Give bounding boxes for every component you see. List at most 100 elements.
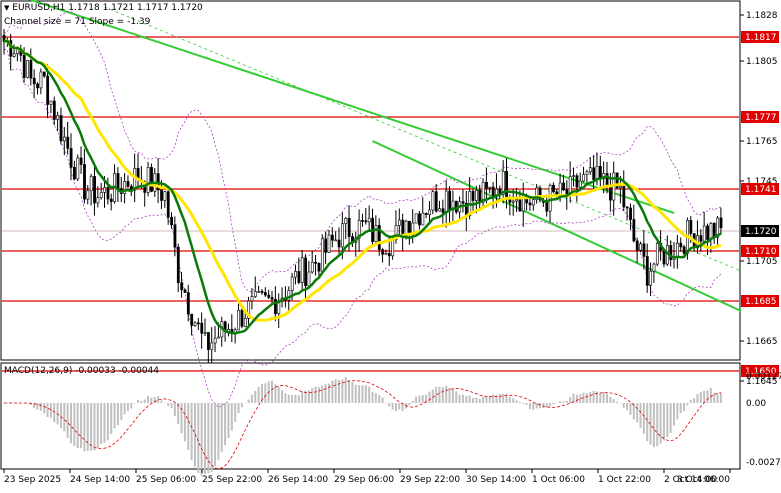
macd-bar [351,381,354,403]
candle-body [364,220,368,223]
candle [59,107,63,145]
candle [424,212,428,219]
candle-body [176,246,180,283]
level-price-label: 1.1650 [745,367,777,377]
macd-bar [147,395,150,403]
candle [481,178,485,208]
candle [76,154,80,182]
channel-mid-line [104,6,742,272]
macd-bar [616,401,619,403]
macd-pane[interactable] [0,362,741,470]
x-tick-label: 1 Oct 06:00 [532,475,585,485]
macd-bar [354,384,357,403]
candle-body [387,253,391,257]
candle [176,243,180,293]
macd-bar [636,402,639,423]
candle [26,59,29,79]
candle-body [719,217,723,229]
candle-body [243,318,247,327]
macd-bar [421,395,424,403]
candle-body [545,202,549,212]
macd-bar [113,402,116,429]
candle-body [257,291,261,293]
candle [160,180,163,210]
candle [679,237,683,252]
candle [421,197,425,226]
macd-bar [572,393,575,403]
candle-body [237,309,241,331]
main-pane[interactable] [0,0,741,361]
macd-bar [585,393,588,403]
macd-bar [559,401,562,403]
macd-scale-label: -0.00278 [746,458,781,468]
macd-bar [277,387,280,403]
candle-body [448,190,452,211]
candle-body [146,167,150,193]
candle-body [36,83,40,89]
candle-body [615,172,619,189]
macd-bar [679,402,682,414]
candle [548,183,552,223]
candle [387,237,391,266]
symbol-info: ▼ EURUSD,H1 1.1718 1.1721 1.1717 1.1720 [4,3,203,13]
macd-bar [297,395,300,403]
macd-bar [629,402,632,415]
candle-body [330,234,334,241]
macd-bar [183,402,186,442]
macd-bar [260,383,263,403]
candle-body [716,217,720,238]
macd-bar [234,402,237,422]
candle-body [160,189,163,201]
candle [243,313,247,328]
candle-body [39,71,43,89]
collapse-triangle-icon[interactable]: ▼ [4,4,10,12]
macd-bar [495,395,498,403]
macd-bar [676,402,679,420]
macd-bar [116,402,119,426]
candle-body [575,175,579,188]
y-tick-label: 1.1828 [746,11,778,21]
macd-bar [163,402,166,403]
candle-body [505,171,509,200]
candle-body [344,218,348,224]
candle-body [639,243,643,251]
macd-bar [475,397,478,403]
candle [320,234,324,272]
macd-bar [525,402,528,405]
candle-body [324,238,328,253]
candle-body [213,337,217,344]
candle [210,327,214,364]
candle [344,216,348,240]
candle-body [434,191,438,212]
candle-body [481,181,485,203]
candle [642,230,646,270]
candle [49,100,53,114]
candle-body [518,199,522,212]
candle [655,240,659,267]
candle-body [307,271,311,287]
macd-bar [535,402,538,409]
macd-bar [532,402,535,411]
macd-bar [569,397,572,403]
candle-body [622,185,626,208]
macd-bar [130,402,133,409]
candle-body [210,342,214,350]
candle [200,312,204,349]
macd-bar [659,402,662,444]
macd-bar [388,402,391,407]
macd-bar [210,402,213,472]
candle-body [150,167,153,192]
candle-body [706,225,710,240]
macd-bar [120,402,123,420]
macd-bar [478,398,481,403]
candle [62,127,66,156]
candle-body [585,171,589,175]
candle [99,183,103,200]
macd-bar [703,390,706,403]
candle [622,170,626,212]
macd-bar [86,402,89,451]
candle-body [183,289,187,293]
candle-body [394,225,398,241]
macd-bar [381,397,384,403]
